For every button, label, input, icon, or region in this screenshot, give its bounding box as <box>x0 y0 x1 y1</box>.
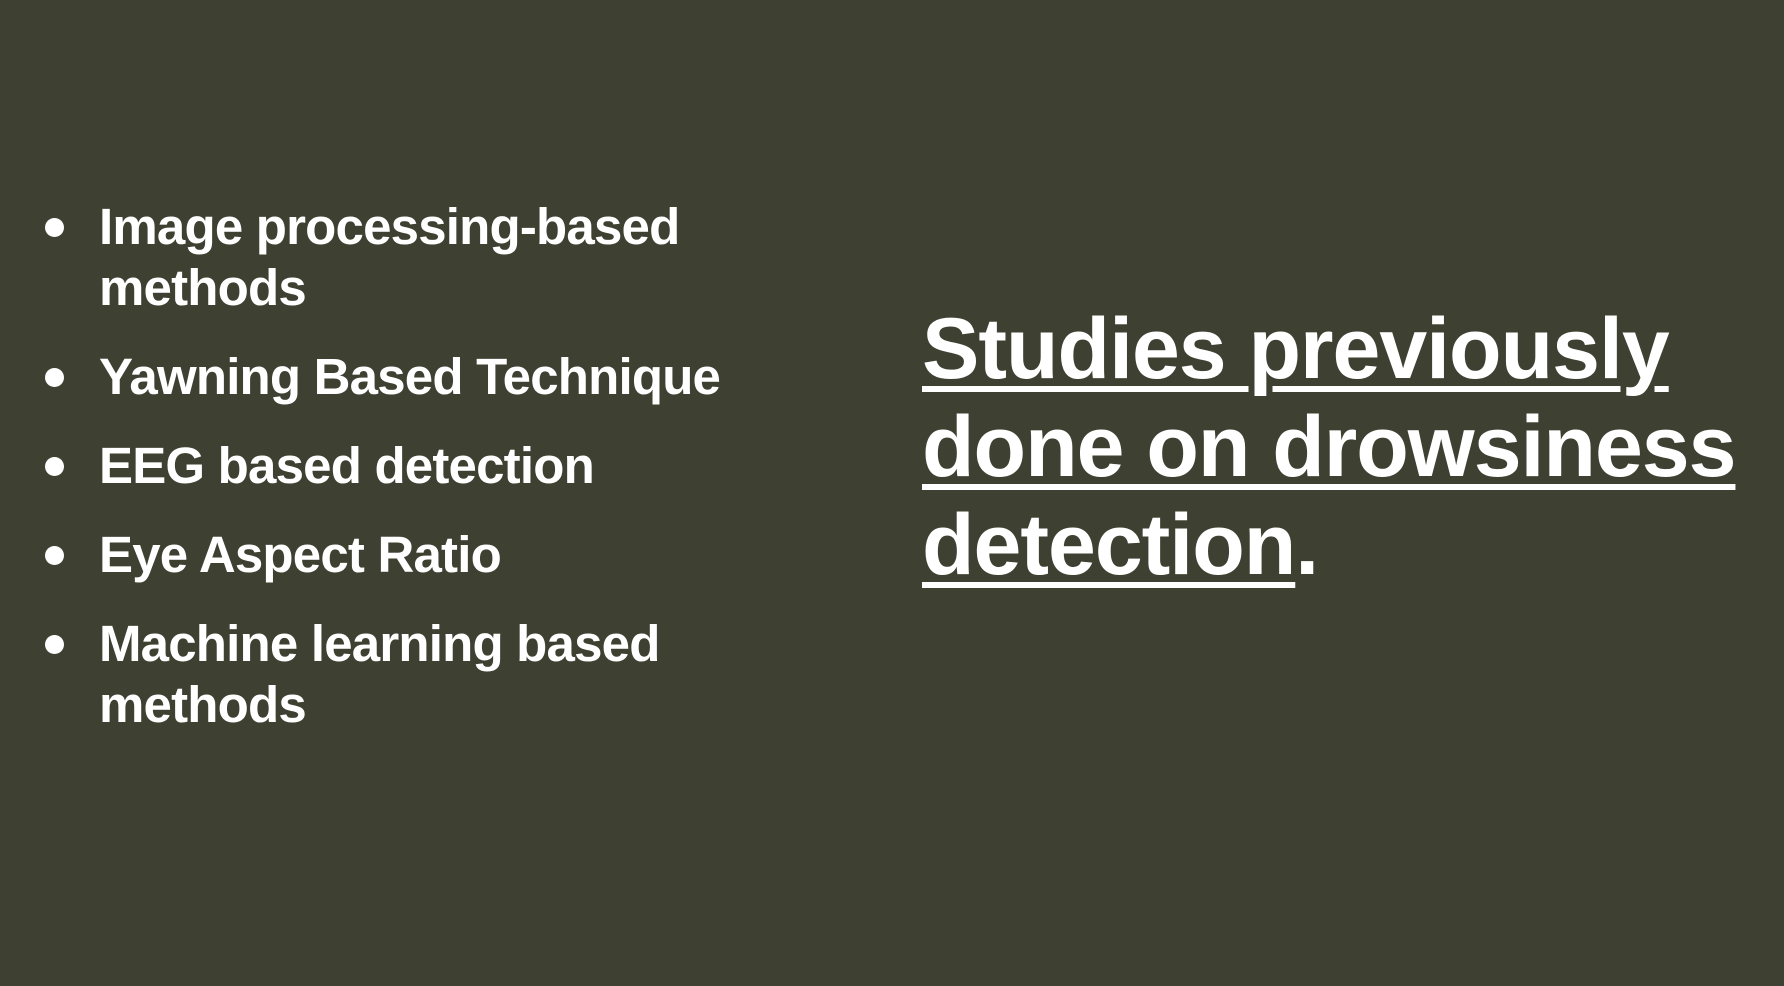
bullet-item: EEG based detection <box>42 435 782 496</box>
bullet-item: Image processing-based methods <box>42 196 782 318</box>
slide-title: Studies previously done on drowsiness de… <box>922 300 1782 594</box>
title-link[interactable]: Studies previously done on drowsiness de… <box>922 301 1736 593</box>
bullet-item: Yawning Based Technique <box>42 346 782 407</box>
bullet-list: Image processing-based methods Yawning B… <box>42 196 782 763</box>
bullet-text: Machine learning based methods <box>99 615 660 733</box>
bullet-text: Image processing-based methods <box>99 198 680 316</box>
bullet-dot-icon <box>45 368 64 387</box>
bullet-dot-icon <box>45 218 64 237</box>
bullet-text: Yawning Based Technique <box>99 348 721 405</box>
bullet-text: Eye Aspect Ratio <box>99 526 502 583</box>
bullet-text: EEG based detection <box>99 437 595 494</box>
bullet-item: Machine learning based methods <box>42 613 782 735</box>
bullet-item: Eye Aspect Ratio <box>42 524 782 585</box>
bullet-dot-icon <box>45 457 64 476</box>
bullet-dot-icon <box>45 635 64 654</box>
bullet-dot-icon <box>45 546 64 565</box>
title-suffix: . <box>1295 497 1319 593</box>
